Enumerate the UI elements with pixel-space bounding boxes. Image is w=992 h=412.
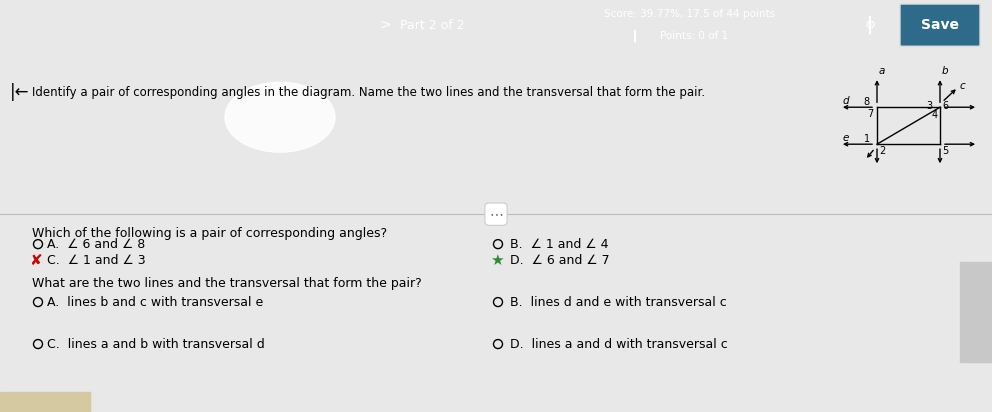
Bar [960,262,992,362]
Text: ⋯: ⋯ [489,207,503,221]
Text: Points: 0 of 1: Points: 0 of 1 [660,31,728,41]
Text: C.  ∠ 1 and ∠ 3: C. ∠ 1 and ∠ 3 [47,254,146,267]
Text: 1: 1 [864,134,870,144]
Text: B.  ∠ 1 and ∠ 4: B. ∠ 1 and ∠ 4 [510,238,608,250]
Text: d: d [843,96,849,106]
Text: A.  lines b and c with transversal e: A. lines b and c with transversal e [47,295,263,309]
Text: ⚙: ⚙ [864,19,876,32]
Text: b: b [942,66,948,76]
Text: 5: 5 [942,146,948,156]
Text: Which of the following is a pair of corresponding angles?: Which of the following is a pair of corr… [32,227,387,240]
Text: C.  lines a and b with transversal d: C. lines a and b with transversal d [47,337,265,351]
Text: D.  ∠ 6 and ∠ 7: D. ∠ 6 and ∠ 7 [510,254,610,267]
Text: 6: 6 [942,101,948,111]
Text: c: c [960,81,966,91]
Ellipse shape [225,82,335,152]
Text: Identify a pair of corresponding angles in the diagram. Name the two lines and t: Identify a pair of corresponding angles … [32,86,705,99]
Text: D.  lines a and d with transversal c: D. lines a and d with transversal c [510,337,728,351]
Text: >: > [379,18,391,32]
Text: B.  lines d and e with transversal c: B. lines d and e with transversal c [510,295,727,309]
Bar [0,392,90,412]
Text: 4: 4 [932,110,938,120]
Text: a: a [879,66,886,76]
Text: A.  ∠ 6 and ∠ 8: A. ∠ 6 and ∠ 8 [47,238,145,250]
Text: 2: 2 [879,146,885,156]
Text: Part 2 of 2: Part 2 of 2 [400,19,464,32]
Text: 7: 7 [867,109,873,119]
FancyBboxPatch shape [900,4,980,46]
Text: Score: 39.77%, 17.5 of 44 points: Score: 39.77%, 17.5 of 44 points [604,9,776,19]
Text: e: e [843,133,849,143]
Text: 3: 3 [926,101,932,111]
Text: 8: 8 [863,97,869,107]
Text: ★: ★ [490,253,504,268]
Text: Save: Save [921,18,959,32]
Text: What are the two lines and the transversal that form the pair?: What are the two lines and the transvers… [32,277,422,290]
Text: ✘: ✘ [29,253,42,268]
Text: |←: |← [10,83,30,101]
